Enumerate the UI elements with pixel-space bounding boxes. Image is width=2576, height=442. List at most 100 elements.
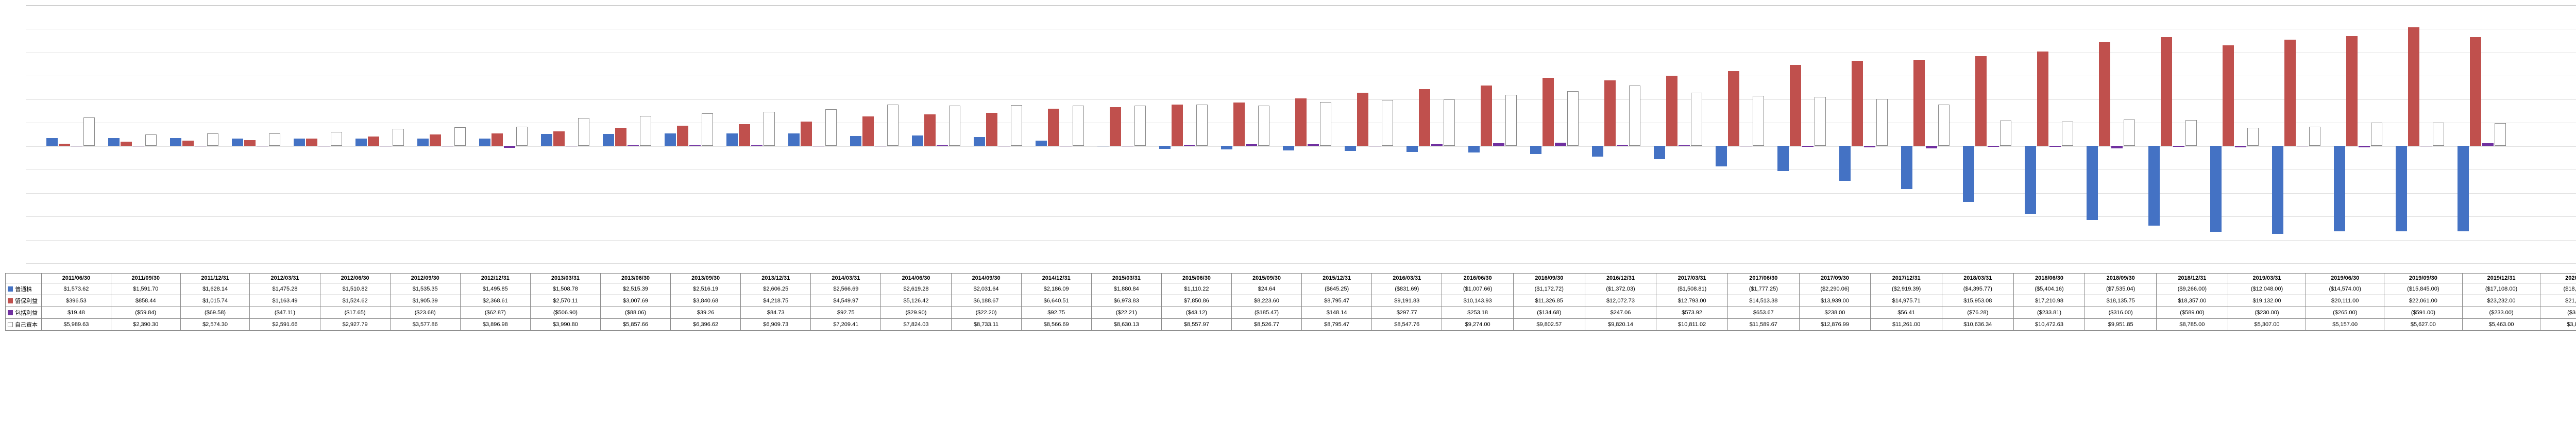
bar [1543, 78, 1554, 146]
col-header: 2016/06/30 [1442, 274, 1514, 283]
data-cell: $2,619.28 [881, 283, 951, 295]
data-cell: ($1,777.25) [1727, 283, 1799, 295]
bar-group [2267, 5, 2329, 263]
bar [1357, 93, 1368, 146]
bar [1876, 99, 1888, 145]
data-cell: $3,840.68 [671, 295, 741, 307]
bar-group [2205, 5, 2267, 263]
data-cell: ($233.00) [2462, 307, 2540, 319]
bar [331, 132, 342, 146]
data-cell: $14,975.71 [1871, 295, 1942, 307]
bar [244, 140, 256, 146]
data-cell: $247.06 [1585, 307, 1656, 319]
bar [2482, 143, 2494, 146]
bar-group [103, 5, 165, 263]
data-cell: ($265.00) [2306, 307, 2384, 319]
col-header: 2019/12/31 [2462, 274, 2540, 283]
bar [504, 146, 515, 148]
bar-group [2143, 5, 2205, 263]
col-header: 2014/03/31 [811, 274, 881, 283]
bar [1431, 144, 1443, 145]
bar [1666, 76, 1677, 146]
col-header: 2020/03/31 [2540, 274, 2576, 283]
col-header: 2011/06/30 [42, 274, 111, 283]
bar-group [1278, 5, 1340, 263]
col-header: 2016/12/31 [1585, 274, 1656, 283]
data-cell: $24.64 [1231, 283, 1301, 295]
bar [1839, 146, 1851, 181]
data-cell: $1,880.84 [1091, 283, 1161, 295]
bar-group [2391, 5, 2452, 263]
bar [393, 129, 404, 146]
col-header: 2012/06/30 [320, 274, 390, 283]
bar-group [1463, 5, 1525, 263]
bar [2408, 27, 2419, 146]
bar-group [598, 5, 659, 263]
data-cell: $253.18 [1442, 307, 1514, 319]
data-cell: ($47.11) [250, 307, 320, 319]
bar [1308, 144, 1319, 145]
bar [1567, 91, 1579, 145]
data-cell: ($15,845.00) [2384, 283, 2463, 295]
bar [1122, 146, 1133, 147]
bar [986, 113, 997, 145]
data-cell: ($2,919.39) [1871, 283, 1942, 295]
data-cell: $8,785.00 [2157, 319, 2228, 331]
data-cell: ($831.69) [1372, 283, 1442, 295]
bar-group [2020, 5, 2081, 263]
bar [1926, 146, 1937, 148]
data-table: 2011/06/302011/09/302011/12/312012/03/31… [5, 273, 2576, 331]
bar [924, 114, 936, 145]
bar [232, 139, 243, 145]
data-cell: ($589.00) [2157, 307, 2228, 319]
data-cell: $15,953.08 [1942, 295, 2014, 307]
bar [1073, 106, 1084, 146]
data-cell: $19.48 [42, 307, 111, 319]
data-cell: $11,261.00 [1871, 319, 1942, 331]
bar [1493, 143, 1504, 146]
bar [1530, 146, 1541, 154]
col-header: 2012/09/30 [390, 274, 460, 283]
col-header: 2019/06/30 [2306, 274, 2384, 283]
bar [46, 138, 58, 145]
bar-group [1401, 5, 1463, 263]
col-header: 2017/06/30 [1727, 274, 1799, 283]
bar [2235, 146, 2246, 147]
data-cell: $1,535.35 [390, 283, 460, 295]
bar-group [1896, 5, 1958, 263]
bar-group [2452, 5, 2514, 263]
data-cell: ($342.00) [2540, 307, 2576, 319]
bar [2346, 36, 2358, 146]
bar [2049, 146, 2061, 147]
bar-group [1216, 5, 1278, 263]
data-cell: $5,157.00 [2306, 319, 2384, 331]
data-cell: $10,636.34 [1942, 319, 2014, 331]
bar [788, 133, 800, 146]
bar [294, 139, 305, 146]
bar-group [783, 5, 845, 263]
data-cell: ($645.25) [1302, 283, 1372, 295]
bar [1468, 146, 1480, 153]
bar [479, 139, 490, 146]
data-cell: $238.00 [1799, 307, 1871, 319]
col-header: 2018/03/31 [1942, 274, 2014, 283]
data-cell: $1,510.82 [320, 283, 390, 295]
bar-group [536, 5, 598, 263]
bar [2495, 123, 2506, 145]
data-cell: $20,111.00 [2306, 295, 2384, 307]
data-cell: $12,072.73 [1585, 295, 1656, 307]
data-cell: $5,627.00 [2384, 319, 2463, 331]
data-cell: $2,186.09 [1021, 283, 1091, 295]
bar [1233, 103, 1245, 146]
bar [553, 131, 565, 145]
bar [2161, 37, 2172, 146]
col-header: 2011/09/30 [111, 274, 180, 283]
data-cell: ($1,007.66) [1442, 283, 1514, 295]
data-cell: $19,132.00 [2228, 295, 2306, 307]
row-header: 普通株 [6, 283, 42, 295]
data-cell: ($7,535.04) [2085, 283, 2157, 295]
bar [516, 127, 528, 145]
bar [1988, 146, 1999, 147]
data-cell: $4,218.75 [741, 295, 811, 307]
bar [1679, 145, 1690, 146]
